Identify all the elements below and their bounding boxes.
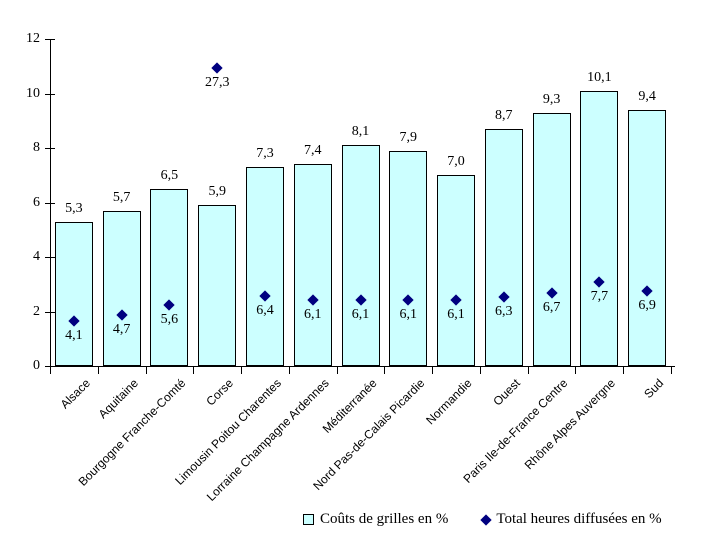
x-axis-tick: [193, 366, 195, 374]
diamond-value-label: 6,1: [351, 306, 370, 322]
category-label: Aquitaine: [95, 376, 141, 422]
diamond-value-label: 6,7: [542, 299, 561, 315]
x-axis-tick: [97, 366, 99, 374]
category-label: Normandie: [423, 376, 475, 428]
diamond-marker: [211, 62, 223, 75]
x-axis-tick: [145, 366, 147, 374]
legend: Coûts de grilles en % Total heures diffu…: [303, 511, 662, 528]
diamond-value-label: 27,3: [204, 75, 230, 91]
bar: [437, 175, 476, 366]
diamond-value-label: 5,6: [160, 311, 179, 327]
diamond-value-label: 7,7: [590, 289, 609, 305]
y-axis-tick: [45, 202, 55, 204]
bar-value-label: 5,9: [208, 184, 226, 200]
diamond-value-label: 6,1: [447, 306, 465, 322]
x-axis-tick: [336, 366, 338, 374]
y-axis-tick-label: 12: [26, 31, 40, 46]
diamond-value-label: 6,3: [495, 304, 513, 320]
bar: [293, 164, 332, 366]
y-axis-tick: [45, 257, 55, 258]
x-axis-tick: [241, 366, 243, 374]
x-axis-tick: [671, 366, 672, 374]
category-label: Sud: [641, 376, 667, 402]
bar-value-label: 9,3: [542, 91, 561, 107]
diamond-value-label: 4,1: [65, 328, 83, 344]
category-label: Corse: [203, 376, 237, 409]
y-axis-tick-label: 8: [33, 140, 40, 155]
legend-label-diamond-series: Total heures diffusées en %: [496, 511, 662, 527]
bar-value-label: 7,3: [256, 146, 274, 162]
x-axis: [46, 366, 675, 367]
category-label: Ouest: [490, 376, 523, 409]
diamond-value-label: 6,1: [303, 306, 322, 322]
x-axis-tick: [527, 366, 529, 374]
x-axis-tick: [288, 366, 290, 374]
bar: [245, 167, 284, 366]
y-axis-tick-label: 2: [33, 303, 40, 319]
y-axis-tick: [45, 93, 55, 95]
x-axis-tick: [479, 366, 481, 374]
bar-value-label: 7,0: [447, 154, 465, 170]
x-axis-tick: [575, 366, 577, 374]
bar: [484, 128, 523, 366]
category-label: Alsace: [57, 376, 93, 412]
legend-item-diamond-series: Total heures diffusées en %: [480, 511, 662, 528]
bar-series-swatch-icon: [303, 514, 314, 525]
bar-value-label: 9,4: [638, 88, 656, 104]
bar: [580, 90, 619, 366]
bar-value-label: 8,1: [351, 124, 370, 140]
diamond-value-label: 6,9: [638, 297, 656, 313]
y-axis-tick-label: 6: [33, 194, 40, 210]
x-axis-tick: [432, 366, 434, 374]
diamond-value-label: 6,1: [399, 306, 418, 322]
diamond-value-label: 6,4: [256, 303, 274, 319]
y-axis-tick: [45, 39, 55, 40]
bar-value-label: 10,1: [587, 69, 612, 85]
legend-label-bar-series: Coûts de grilles en %: [320, 511, 449, 527]
y-axis-tick-label: 10: [26, 85, 40, 101]
diamond-value-label: 4,7: [112, 321, 131, 337]
bar-value-label: 5,3: [65, 200, 83, 216]
bar-value-label: 7,4: [303, 143, 322, 159]
bar-value-label: 6,5: [160, 167, 179, 183]
bar: [628, 109, 667, 366]
bar: [532, 112, 571, 366]
legend-item-bar-series: Coûts de grilles en %: [303, 511, 448, 528]
x-axis-tick: [50, 366, 51, 374]
category-label: Rhône Alpes Auvergne: [522, 376, 619, 473]
bar-value-label: 7,9: [399, 129, 418, 145]
bar: [198, 205, 237, 366]
x-axis-tick: [623, 366, 625, 374]
bar: [341, 145, 380, 366]
diamond-series-swatch-icon: [480, 513, 492, 526]
bar: [389, 150, 428, 366]
y-axis-tick-label: 4: [33, 249, 40, 264]
x-axis-tick: [384, 366, 386, 374]
y-axis-tick-label: 0: [33, 358, 40, 373]
bar-value-label: 8,7: [495, 107, 513, 123]
y-axis-tick: [45, 148, 55, 149]
bar: [54, 221, 93, 366]
y-axis-tick: [45, 311, 55, 313]
bar: [102, 210, 141, 366]
bar-value-label: 5,7: [112, 189, 131, 205]
bar: [150, 188, 189, 366]
